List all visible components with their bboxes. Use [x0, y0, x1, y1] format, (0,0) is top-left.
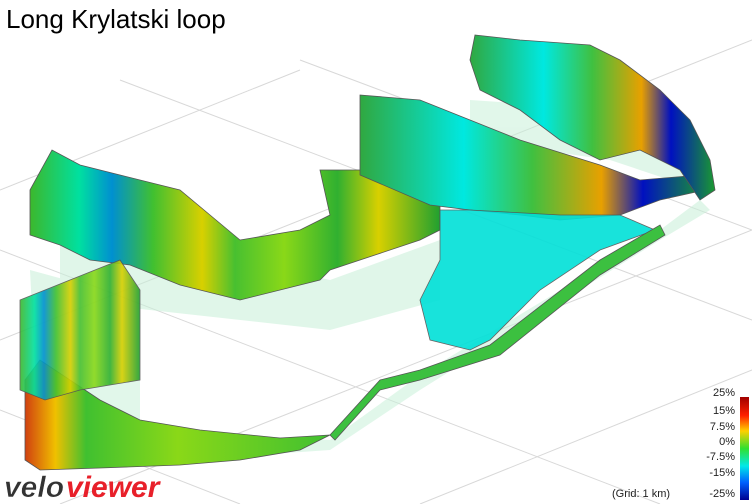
- title: Long Krylatski loop: [6, 4, 226, 34]
- legend-label: 0%: [719, 436, 735, 448]
- wall-inner: [19, 259, 141, 401]
- grid-note: (Grid: 1 km): [612, 488, 670, 500]
- route-walls: [19, 34, 716, 471]
- legend-label: 25%: [713, 387, 735, 399]
- wall-south-west: [24, 359, 331, 471]
- legend: 25% 15% 7.5% 0% -7.5% -15% -25%: [706, 387, 735, 500]
- gradient-scale: [740, 397, 749, 500]
- legend-label: -15%: [709, 467, 735, 479]
- legend-label: -7.5%: [706, 451, 735, 463]
- legend-label: 7.5%: [710, 421, 735, 433]
- logo-viewer: viewer: [66, 471, 162, 504]
- legend-label: -25%: [709, 488, 735, 500]
- logo: velo viewer: [4, 471, 162, 504]
- legend-label: 15%: [713, 405, 735, 417]
- wall-north: [359, 94, 706, 221]
- wall-loop: [469, 34, 716, 201]
- logo-velo: velo: [4, 471, 64, 504]
- wall-east: [419, 209, 657, 351]
- road-link: [329, 224, 666, 441]
